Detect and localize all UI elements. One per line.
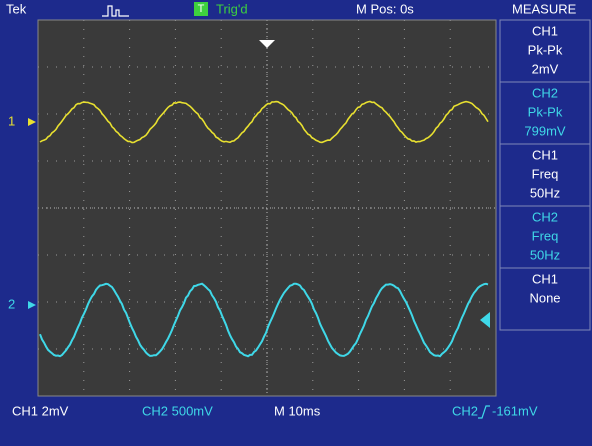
measure-source: CH1 <box>532 147 558 162</box>
ch1-scale: CH1 2mV <box>12 403 69 418</box>
measure-kind: Freq <box>532 228 559 243</box>
timebase: M 10ms <box>274 403 321 418</box>
measure-source: CH1 <box>532 23 558 38</box>
ch2-marker: 2 <box>8 296 15 311</box>
ch2-scale: CH2 500mV <box>142 403 213 418</box>
measure-value: 50Hz <box>530 247 560 262</box>
measure-source: CH1 <box>532 271 558 286</box>
measure-kind: Pk-Pk <box>528 104 563 119</box>
brand: Tek <box>6 1 27 16</box>
measure-source: CH2 <box>532 85 558 100</box>
measure-menu: CH1 Pk-Pk 2mV CH2 Pk-Pk 799mV CH1 Freq 50Hz CH2 Fr… <box>500 20 590 330</box>
menu-title: MEASURE <box>512 1 577 16</box>
measure-kind: Freq <box>532 166 559 181</box>
measure-source: CH2 <box>532 209 558 224</box>
ch1-marker: 1 <box>8 113 15 128</box>
trigger-badge: T <box>198 3 205 15</box>
trigger-source: CH2 <box>452 403 478 418</box>
oscilloscope-screen: Tek T Trig'd M Pos: 0s MEASURE 1 2 CH1 Pk… <box>0 0 592 446</box>
measure-kind: None <box>529 290 560 305</box>
measure-value: 2mV <box>532 61 559 76</box>
trigger-status: Trig'd <box>216 1 248 16</box>
position: M Pos: 0s <box>356 1 414 16</box>
measure-kind: Pk-Pk <box>528 42 563 57</box>
measure-value: 799mV <box>524 123 566 138</box>
measure-value: 50Hz <box>530 185 560 200</box>
trigger-level: -161mV <box>492 403 538 418</box>
